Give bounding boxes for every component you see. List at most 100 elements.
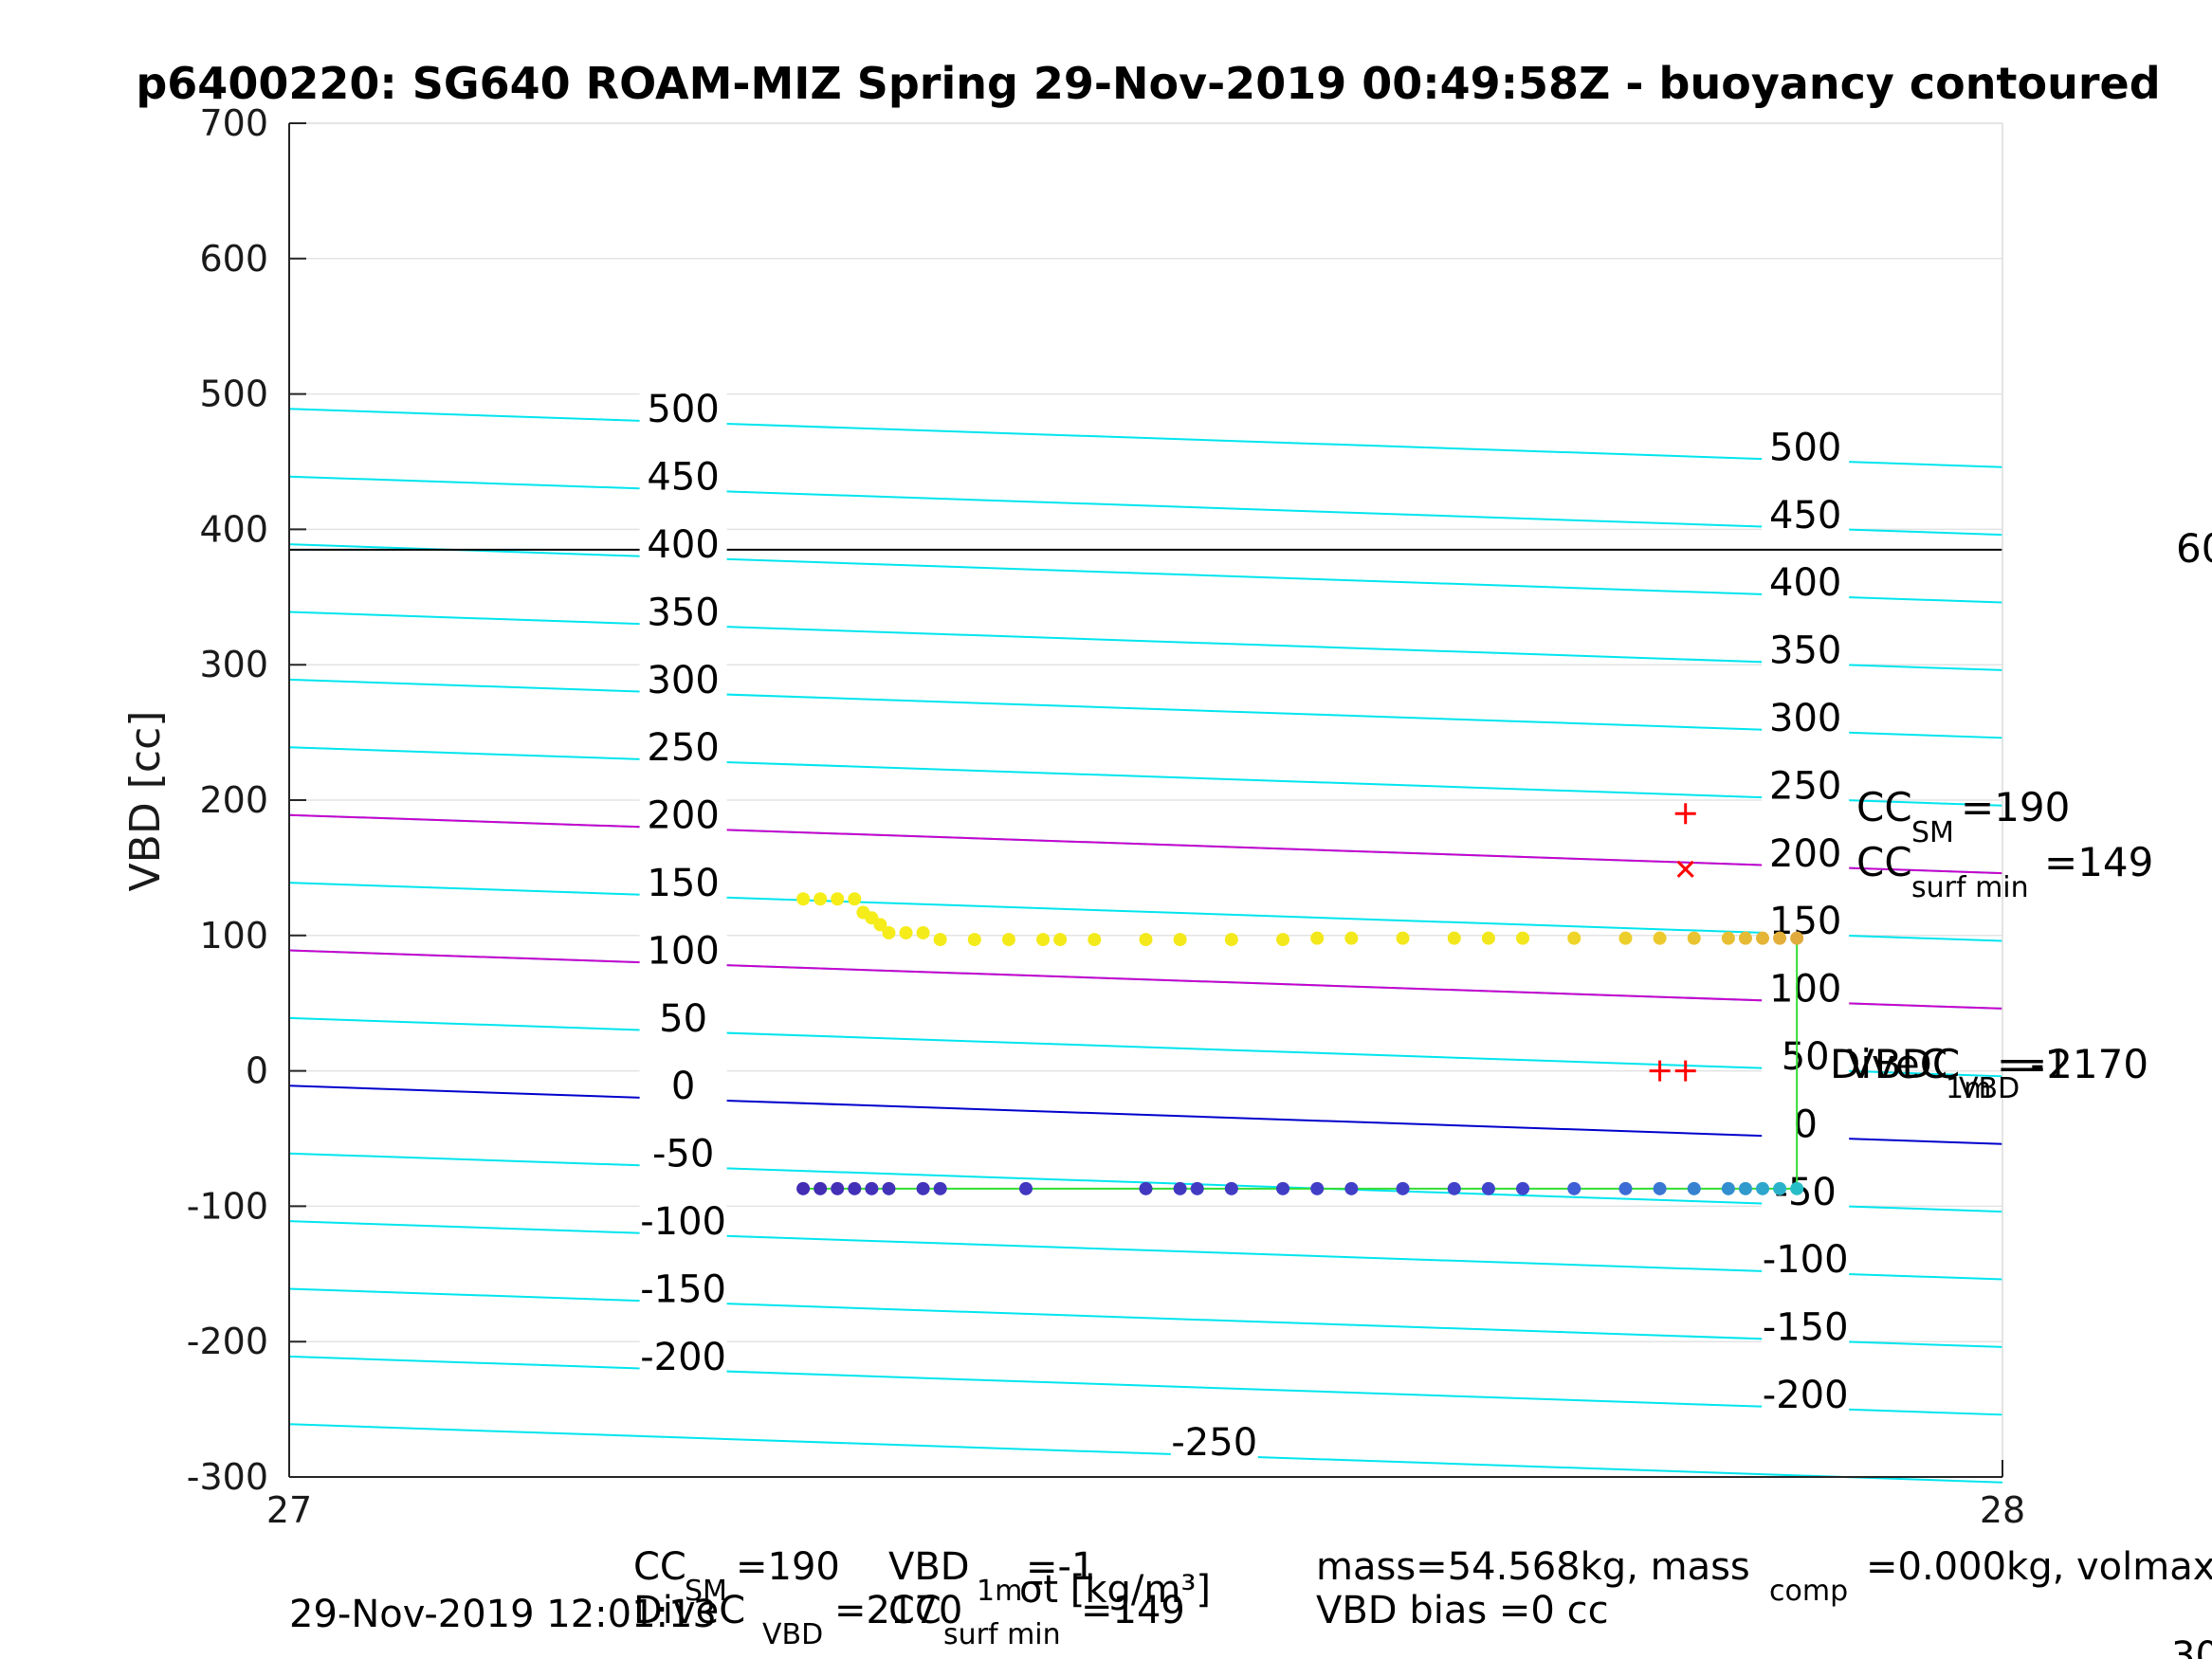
climb-point: [1036, 933, 1051, 947]
contour-label-right: -150: [1763, 1306, 1849, 1350]
zero-buoyancy-contour: [288, 1085, 2003, 1145]
dive-point: [1756, 1181, 1770, 1195]
contour-label-bg: [639, 859, 727, 902]
contour-label-bg: [639, 386, 727, 428]
y-tick-label: 100: [199, 915, 268, 957]
dive-point: [882, 1181, 896, 1195]
contour-label-bg: [639, 1063, 727, 1105]
contour-label-bg: [1762, 1371, 1850, 1413]
annotation-overlap-a-sub: 1m: [1946, 1072, 1991, 1105]
contour-label-bg: [639, 724, 727, 767]
annotation-cc-surf-min-value: =149: [2044, 839, 2153, 885]
dive-point: [865, 1181, 879, 1195]
annotation-overlap-b-value: =2170: [2014, 1041, 2148, 1087]
climb-point: [1773, 931, 1787, 945]
dive-point: [1687, 1181, 1701, 1195]
footer-vbd-bias: VBD bias =0 cc: [1316, 1589, 1609, 1632]
contour-label-left: 50: [659, 997, 707, 1041]
chart-title: p6400220: SG640 ROAM-MIZ Spring 29-Nov-2…: [136, 58, 2160, 109]
dive-point: [1139, 1181, 1153, 1195]
dive-point: [916, 1181, 930, 1195]
buoyancy-contour: [288, 882, 2003, 942]
footer-cc-surf-sub: surf min: [943, 1618, 1061, 1651]
footer-vbd-main: VBD: [888, 1545, 970, 1589]
grid-lines: [289, 258, 2002, 1342]
buoyancy-contour: [288, 475, 2003, 537]
dive-point: [1773, 1181, 1787, 1195]
climb-point: [1721, 931, 1735, 945]
y-tick-label: 300: [199, 644, 268, 685]
y-tick-label: 500: [199, 374, 268, 415]
dive-point: [1019, 1181, 1033, 1195]
contour-label-right: 450: [1769, 494, 1841, 538]
dive-point: [1276, 1181, 1290, 1195]
buoyancy-contour: [288, 1220, 2003, 1281]
dive-point: [796, 1181, 811, 1195]
contour-label-bottom: -250: [1171, 1421, 1257, 1465]
contour-label-bg: [1762, 1101, 1850, 1143]
buoyancy-contour: [288, 1016, 2003, 1078]
footer-mass: mass=54.568kg, mass: [1316, 1545, 1750, 1589]
data-series: [796, 892, 1804, 1195]
contour-label-right: 300: [1769, 697, 1841, 740]
contour-label-left: 100: [647, 929, 719, 973]
cc-limit-contour: [288, 949, 2003, 1010]
buoyancy-contour: [288, 678, 2003, 739]
contour-label-bg: [1762, 1032, 1850, 1075]
axes: [288, 122, 2003, 1478]
footer-vbd-value: =-1: [1026, 1545, 1095, 1589]
contour-label-bg: [1762, 965, 1850, 1008]
buoyancy-contour: [288, 408, 2003, 468]
contour-label-left: 0: [671, 1065, 695, 1108]
y-tick-label: 0: [246, 1050, 268, 1092]
y-tick-label: 700: [199, 102, 268, 144]
annotation-overlap-b-main: VBDC: [1847, 1041, 1960, 1087]
climb-point: [831, 892, 845, 906]
contour-label-bg: [1762, 1236, 1850, 1279]
climb-point: [882, 925, 896, 939]
climb-point: [873, 918, 887, 932]
contour-label-right: -100: [1763, 1238, 1849, 1282]
climb-point: [1396, 931, 1410, 945]
annotation-overlap-a-value: =-1: [1997, 1041, 2070, 1087]
contour-label-left: 400: [647, 523, 719, 567]
climb-point: [1516, 931, 1530, 945]
buoyancy-contour: [288, 611, 2003, 671]
climb-point: [1756, 931, 1770, 945]
x-tick-label: 28: [1980, 1489, 2025, 1531]
footer-cc-surf-value: =149: [1081, 1589, 1185, 1632]
dive-point: [1567, 1181, 1581, 1195]
climb-point: [814, 892, 828, 906]
annotation-overlap-b-sub: VBD: [1959, 1072, 2020, 1105]
x-tick-label: 27: [266, 1489, 312, 1531]
footer-dive-main: DiveC: [633, 1589, 745, 1632]
buoyancy-contour: [288, 746, 2003, 807]
annotation-cc-surf-min-main: CC: [1856, 839, 1912, 885]
dive-point: [1173, 1181, 1187, 1195]
contour-label-bg: [1762, 762, 1850, 805]
footer-dive-sub: VBD: [762, 1618, 823, 1651]
dive-point: [1396, 1181, 1410, 1195]
dive-point: [933, 1181, 947, 1195]
climb-point: [1001, 933, 1015, 947]
dive-point: [1738, 1181, 1752, 1195]
contour-label-right: -200: [1763, 1374, 1849, 1417]
dive-point: [1190, 1181, 1204, 1195]
footer-dive-value: =2170: [834, 1589, 962, 1632]
climb-point: [1344, 931, 1359, 945]
contour-label-left: 250: [647, 726, 719, 770]
dive-point: [1447, 1181, 1461, 1195]
dive-point: [1224, 1181, 1238, 1195]
contour-label-left: 300: [647, 659, 719, 702]
footer-corner-fragment: 30: [2171, 1634, 2212, 1659]
climb-point: [967, 933, 981, 947]
footer: CC SM =190 VBD 1m =-1 σt [kg/m³] mass=54…: [289, 1545, 2212, 1659]
climb-point: [1447, 931, 1461, 945]
dive-point: [1344, 1181, 1359, 1195]
climb-point: [1790, 931, 1804, 945]
contour-label-bg: [1762, 1304, 1850, 1346]
dive-point: [1721, 1181, 1735, 1195]
dive-point: [814, 1181, 828, 1195]
